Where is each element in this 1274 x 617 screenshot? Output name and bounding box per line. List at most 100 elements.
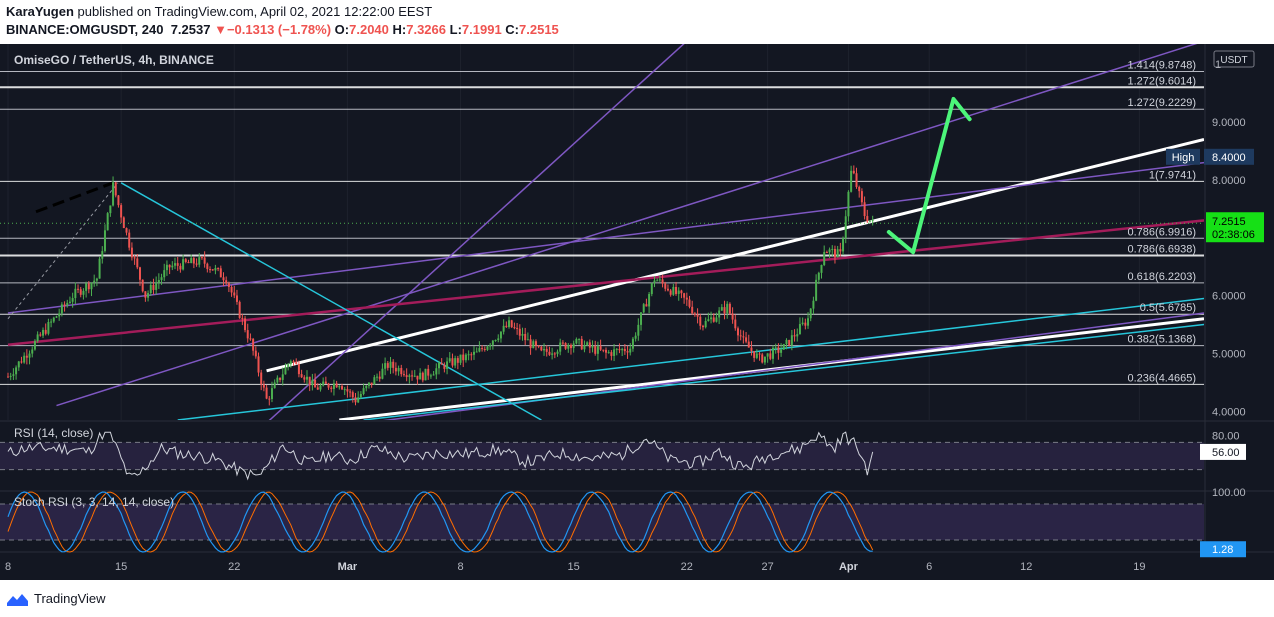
tradingview-brand[interactable]: TradingView (34, 591, 106, 606)
candle-body (591, 345, 594, 348)
candle-body (90, 282, 93, 290)
candle-body (664, 283, 667, 289)
rsi-value-label: 56.00 (1212, 447, 1240, 459)
candle-body (23, 355, 26, 363)
candle-body (9, 375, 12, 377)
fib-level-label: 0.786(6.9916) (1128, 226, 1197, 238)
candle-body (359, 394, 362, 398)
candle-body (39, 334, 42, 336)
candle-body (750, 347, 753, 352)
candle-body (77, 288, 80, 290)
candle-body (106, 213, 109, 231)
candle-body (192, 258, 195, 264)
close-label: C: (505, 22, 520, 37)
candle-body (712, 317, 715, 322)
candle-body (109, 205, 112, 214)
candle-body (273, 382, 276, 389)
candle-body (602, 349, 605, 351)
candle-body (828, 249, 831, 253)
time-tick-label: 15 (568, 561, 580, 573)
fib-level-label: 0.236(4.4665) (1128, 372, 1197, 384)
candle-body (437, 362, 440, 369)
candle-body (246, 330, 249, 339)
candle-body (311, 379, 314, 386)
candle-body (211, 269, 214, 271)
candle-body (440, 362, 443, 365)
candle-body (677, 290, 680, 294)
candle-body (701, 325, 704, 328)
candle-body (572, 343, 575, 349)
candle-body (532, 341, 535, 349)
candle-body (586, 342, 589, 345)
candle-body (292, 361, 295, 363)
candle-body (696, 314, 699, 317)
candle-body (42, 329, 45, 336)
candle-body (860, 191, 863, 203)
candle-body (367, 382, 370, 386)
candle-body (203, 257, 206, 264)
candle-body (866, 216, 869, 222)
candle-body (680, 290, 683, 294)
candle-body (642, 304, 645, 313)
candle-body (281, 374, 284, 380)
candle-body (279, 377, 282, 380)
candle-body (195, 263, 198, 265)
candle-body (405, 375, 408, 377)
candle-body (704, 321, 707, 328)
candle-body (626, 351, 629, 353)
candle-body (376, 376, 379, 378)
price-tick-label: 1 (1215, 59, 1221, 71)
stoch-value-label: 1.28 (1212, 544, 1233, 556)
candle-body (346, 389, 349, 392)
candle-body (594, 345, 597, 354)
candle-body (149, 284, 152, 294)
author-name[interactable]: KaraYugen (6, 4, 74, 19)
close-value: 7.2515 (519, 22, 559, 37)
candle-body (599, 346, 602, 350)
candle-body (176, 263, 179, 266)
candle-body (55, 316, 58, 318)
price-tick-label: 4.0000 (1212, 406, 1246, 418)
symbol-label: BINANCE:OMGUSDT, 240 (6, 22, 164, 37)
candle-body (648, 294, 651, 307)
candle-body (7, 376, 9, 378)
candle-body (817, 272, 820, 280)
publication-line: KaraYugen published on TradingView.com, … (6, 4, 432, 19)
candle-body (300, 374, 303, 378)
candle-body (206, 263, 209, 270)
cyan-trend-line (363, 323, 1204, 420)
candle-body (341, 386, 344, 390)
candle-body (551, 353, 554, 355)
candle-body (324, 381, 327, 384)
candle-body (734, 319, 737, 329)
candle-body (365, 385, 368, 389)
candle-body (15, 367, 18, 375)
candle-body (774, 347, 777, 349)
dashed-trend-line (35, 181, 114, 214)
candle-body (491, 340, 494, 345)
candle-body (807, 318, 810, 326)
candle-body (190, 258, 193, 264)
candle-body (575, 338, 578, 344)
open-value: 7.2040 (349, 22, 389, 37)
candle-body (260, 372, 263, 385)
candle-body (157, 279, 160, 283)
price-tick-label: 9.0000 (1212, 117, 1246, 129)
candle-body (755, 353, 758, 358)
candle-body (386, 363, 389, 368)
dashed-trend-line (7, 182, 119, 320)
candle-body (297, 364, 300, 375)
candle-body (17, 361, 20, 368)
candle-body (596, 346, 599, 354)
candle-body (424, 368, 427, 381)
candle-body (815, 279, 818, 301)
candle-body (168, 264, 171, 268)
candle-body (52, 317, 55, 322)
chart-area[interactable]: 1.414(9.8748) 1.272(9.6014) 1.272(9.2229) 1… (0, 44, 1274, 580)
candle-body (50, 321, 53, 323)
footer-bar: TradingView (0, 580, 1274, 617)
candle-body (475, 351, 478, 353)
currency-label: USDT (1220, 55, 1247, 66)
tradingview-logo-icon[interactable] (6, 591, 30, 607)
candle-body (618, 348, 621, 351)
